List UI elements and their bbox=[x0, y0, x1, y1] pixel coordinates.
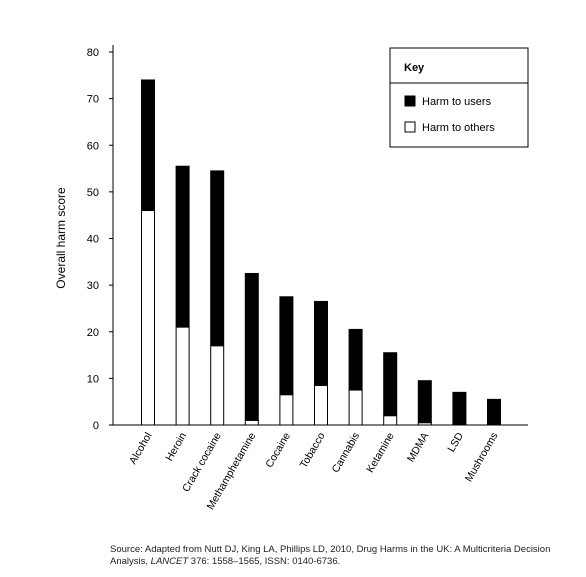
y-tick-label: 60 bbox=[87, 140, 99, 152]
x-tick-label: Ketamine bbox=[364, 430, 397, 475]
legend-swatch bbox=[404, 95, 416, 107]
x-tick-label: LSD bbox=[445, 430, 466, 454]
y-tick-label: 0 bbox=[93, 420, 99, 432]
x-tick-label: Cocaine bbox=[263, 430, 293, 470]
source-note: Source: Adapted from Nutt DJ, King LA, P… bbox=[110, 544, 570, 568]
bar-segment bbox=[348, 389, 363, 426]
bar-segment bbox=[452, 391, 467, 426]
bar-segment bbox=[279, 394, 294, 426]
y-axis: 0 10 20 30 40 50 60 70 80 bbox=[87, 45, 114, 432]
legend-title: Key bbox=[404, 62, 425, 74]
y-tick-label: 70 bbox=[87, 94, 99, 106]
y-tick-label: 40 bbox=[87, 234, 99, 246]
legend-swatch bbox=[404, 121, 416, 133]
legend-label: Harm to others bbox=[422, 122, 495, 134]
y-tick-label: 50 bbox=[87, 187, 99, 199]
bar-segment bbox=[383, 415, 398, 426]
bar-segment bbox=[141, 79, 155, 212]
bar-segment bbox=[314, 300, 328, 386]
legend: Key Harm to users Harm to others bbox=[389, 47, 529, 148]
y-tick-label: 10 bbox=[87, 373, 99, 385]
bar-segment bbox=[417, 380, 432, 424]
bar-segment bbox=[314, 384, 328, 426]
bar-segment bbox=[244, 272, 259, 421]
bars bbox=[141, 79, 501, 426]
bar-segment bbox=[279, 296, 294, 396]
source-text-end: 376: 1558–1565, ISSN: 0140-6736. bbox=[188, 556, 341, 567]
bar-segment bbox=[383, 352, 398, 417]
bar-segment bbox=[487, 398, 501, 426]
x-tick-label: Alcohol bbox=[127, 431, 155, 467]
y-tick-label: 30 bbox=[87, 280, 99, 292]
y-tick-label: 80 bbox=[87, 47, 99, 59]
source-journal: LANCET bbox=[150, 556, 189, 567]
bar-segment bbox=[141, 210, 155, 426]
bar-segment bbox=[175, 326, 190, 426]
legend-label: Harm to users bbox=[422, 96, 492, 108]
y-axis-label: Overall harm score bbox=[54, 187, 68, 289]
bar-segment bbox=[244, 419, 259, 426]
y-tick-label: 20 bbox=[87, 327, 99, 339]
bar-segment bbox=[210, 345, 225, 426]
x-tick-label: Cannabis bbox=[330, 431, 363, 475]
bar-segment bbox=[348, 328, 363, 391]
x-tick-label: MDMA bbox=[405, 431, 431, 465]
bar-segment bbox=[210, 170, 225, 347]
x-tick-label: Heroin bbox=[163, 430, 189, 463]
bar-segment bbox=[175, 165, 190, 328]
source-text: Source: Adapted from Nutt DJ, King LA, P… bbox=[110, 544, 551, 567]
x-tick-label: Mushrooms bbox=[463, 431, 501, 485]
x-tick-label: Tobacco bbox=[298, 430, 328, 470]
